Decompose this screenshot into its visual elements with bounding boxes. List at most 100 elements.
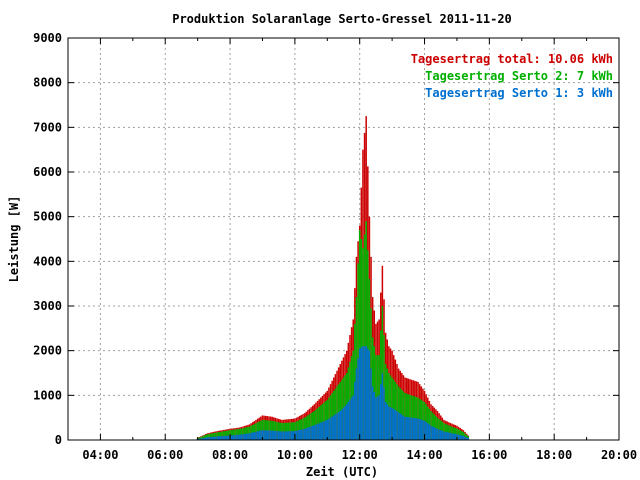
bar-serto1 xyxy=(200,438,202,440)
bar-serto1 xyxy=(409,417,411,440)
bar-serto1 xyxy=(337,412,340,440)
bar-serto1 xyxy=(328,418,330,440)
bar-serto1 xyxy=(292,431,295,440)
bar-serto1 xyxy=(331,416,333,440)
bar-serto2 xyxy=(258,421,260,440)
bar-serto1 xyxy=(303,428,306,440)
x-axis-ticks: 04:00 06:00 08:00 10:00 12:00 14:00 16:00 18:00… xyxy=(67,38,637,462)
bar-serto1 xyxy=(431,426,434,440)
bar-serto2 xyxy=(198,437,201,440)
bar-serto1 xyxy=(298,429,301,440)
bar-serto2 xyxy=(407,394,410,440)
bar-serto2 xyxy=(256,422,259,440)
bar-serto1 xyxy=(279,431,282,440)
bar-serto2 xyxy=(362,247,364,440)
bar-serto1 xyxy=(247,433,249,440)
bar-serto1 xyxy=(428,424,431,440)
y-tick-label: 1000 xyxy=(33,388,62,402)
bar-serto1 xyxy=(345,404,348,440)
bar-serto1 xyxy=(392,408,395,440)
bar-serto1 xyxy=(436,428,439,440)
bar-serto1 xyxy=(399,413,401,440)
bar-serto1 xyxy=(305,428,307,440)
bar-serto1 xyxy=(386,404,389,440)
bar-serto1 xyxy=(427,423,429,440)
bar-serto1 xyxy=(464,436,466,440)
bar-serto1 xyxy=(224,435,226,440)
bar-serto1 xyxy=(216,436,218,440)
bar-serto2 xyxy=(462,431,465,440)
bar-serto2 xyxy=(242,428,244,440)
bar-serto2 xyxy=(224,431,226,440)
bar-serto2 xyxy=(266,420,269,440)
bar-serto1 xyxy=(198,438,201,440)
bar-serto1 xyxy=(417,418,419,440)
bar-serto1 xyxy=(423,420,426,440)
bar-serto2 xyxy=(363,234,366,440)
bar-serto2 xyxy=(239,428,241,440)
bar-serto1 xyxy=(219,436,222,440)
bar-serto1 xyxy=(388,406,390,440)
bar-serto1 xyxy=(263,430,265,440)
x-tick-label: 10:00 xyxy=(277,448,313,462)
bar-serto1 xyxy=(439,430,442,440)
x-tick-label: 16:00 xyxy=(471,448,507,462)
bar-serto1 xyxy=(376,396,379,440)
bar-serto1 xyxy=(381,373,384,440)
bar-serto2 xyxy=(232,429,235,440)
bar-serto1 xyxy=(295,430,298,440)
legend-entry: Tagesertrag Serto 1: 3 kWh xyxy=(425,86,613,100)
bar-serto1 xyxy=(452,433,455,440)
bar-serto1 xyxy=(401,414,403,440)
bar-serto1 xyxy=(205,437,207,440)
bar-serto1 xyxy=(264,430,267,440)
bar-serto2 xyxy=(337,384,340,440)
bar-serto1 xyxy=(300,429,303,440)
bar-serto2 xyxy=(250,425,252,440)
bar-serto1 xyxy=(410,417,413,440)
bar-serto1 xyxy=(261,430,264,440)
bar-serto1 xyxy=(404,416,406,440)
bar-serto1 xyxy=(443,431,445,440)
bar-serto2 xyxy=(226,430,228,440)
bar-serto1 xyxy=(240,434,243,440)
bar-serto1 xyxy=(433,427,436,440)
bar-serto1 xyxy=(227,435,230,440)
bar-serto1 xyxy=(438,429,440,440)
bar-serto1 xyxy=(318,423,320,440)
bar-serto1 xyxy=(371,386,374,440)
bar-serto1 xyxy=(256,431,259,440)
bar-serto1 xyxy=(333,415,335,440)
bar-serto1 xyxy=(425,422,427,440)
bar-serto1 xyxy=(302,429,304,440)
bar-serto2 xyxy=(206,434,209,440)
bar-serto2 xyxy=(216,432,218,440)
bar-serto2 xyxy=(205,434,207,440)
bar-serto1 xyxy=(339,410,342,440)
bar-serto1 xyxy=(422,420,424,440)
bar-serto2 xyxy=(243,427,246,440)
plot-frame xyxy=(67,37,620,441)
bar-serto1 xyxy=(251,432,254,440)
bar-serto2 xyxy=(428,408,431,440)
y-tick-label: 5000 xyxy=(33,210,62,224)
bar-serto2 xyxy=(209,433,212,440)
bar-serto1 xyxy=(375,397,377,440)
bar-serto2 xyxy=(255,423,257,440)
bar-serto1 xyxy=(289,431,291,440)
bar-serto1 xyxy=(315,424,317,440)
bar-serto1 xyxy=(214,436,217,440)
bar-serto1 xyxy=(248,433,251,440)
bar-serto1 xyxy=(310,426,312,440)
legend-entry: Tagesertrag total: 10.06 kWh xyxy=(411,52,613,66)
bar-serto1 xyxy=(344,405,346,440)
bar-serto2 xyxy=(271,420,273,440)
bar-serto2 xyxy=(431,412,434,440)
bar-serto2 xyxy=(230,429,233,440)
bar-serto1 xyxy=(260,430,262,440)
bar-serto2 xyxy=(234,429,236,440)
bar-serto1 xyxy=(380,384,382,440)
bar-serto1 xyxy=(378,395,380,440)
bar-serto1 xyxy=(323,421,325,440)
bar-serto2 xyxy=(360,239,363,440)
